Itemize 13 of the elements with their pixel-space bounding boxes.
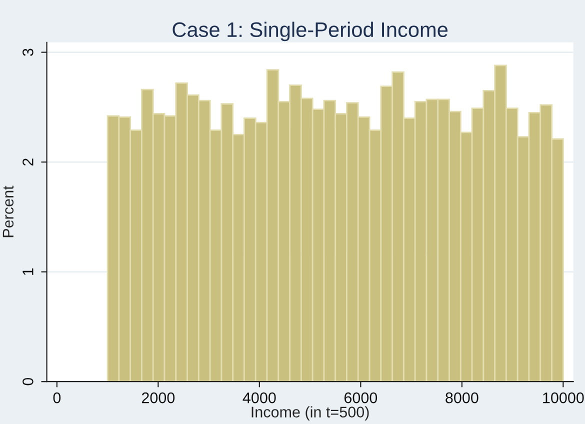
x-tick-label: 2000	[142, 392, 175, 404]
x-tick-label: 8000	[446, 392, 478, 404]
x-tick-label: 6000	[344, 392, 378, 404]
y-tick-label: 3	[22, 48, 34, 56]
x-axis-title: Income (in t=500)	[252, 406, 369, 420]
x-tick-label: 10000	[543, 392, 584, 404]
y-tick-label: 2	[22, 158, 34, 166]
y-tick-label: 0	[22, 378, 34, 386]
x-tick-label: 0	[53, 392, 61, 404]
chart-title: Case 1: Single-Period Income	[172, 22, 448, 42]
x-tick-label: 4000	[242, 392, 276, 404]
y-tick-label: 1	[22, 268, 34, 275]
y-axis-title: Percent	[2, 186, 14, 238]
